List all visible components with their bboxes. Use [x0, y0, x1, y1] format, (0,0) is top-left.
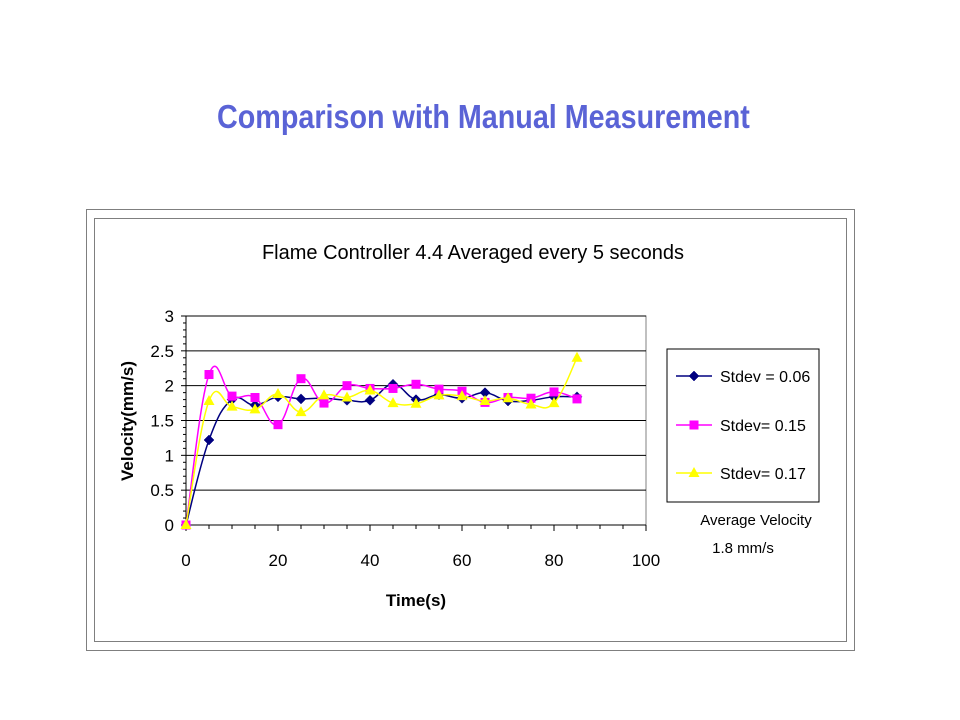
- data-point: [502, 392, 514, 403]
- legend-entry: Stdev = 0.06: [676, 369, 810, 386]
- y-tick-label: 0: [165, 516, 174, 535]
- y-tick-label: 1.5: [150, 412, 174, 431]
- legend: Stdev = 0.06 Stdev= 0.15 Stdev= 0.17: [666, 348, 820, 503]
- x-tick-label: 60: [453, 551, 472, 570]
- data-point: [525, 398, 537, 409]
- data-point: [203, 394, 215, 405]
- data-point: [410, 397, 422, 408]
- data-point: [341, 391, 353, 402]
- data-point: [296, 374, 306, 384]
- legend-entry: Stdev= 0.15: [676, 418, 806, 435]
- x-tick-label: 20: [269, 551, 288, 570]
- data-point: [387, 397, 399, 408]
- data-point: [479, 394, 491, 405]
- chart-inner-border: [94, 218, 847, 642]
- x-tick-labels: 0 20 40 60 80 100: [181, 551, 660, 570]
- data-point: [526, 393, 536, 403]
- axes: [181, 315, 647, 531]
- series-3: [180, 351, 583, 529]
- data-point: [364, 384, 376, 395]
- y-tick-label: 1: [165, 446, 174, 465]
- data-point: [319, 398, 329, 408]
- legend-label: Stdev= 0.17: [720, 466, 806, 483]
- x-tick-label: 80: [545, 551, 564, 570]
- data-point: [272, 388, 284, 399]
- data-point: [411, 379, 421, 389]
- data-point: [342, 381, 352, 391]
- data-point: [388, 383, 398, 393]
- legend-marker: [688, 467, 700, 477]
- data-point: [250, 393, 260, 403]
- data-point: [226, 400, 238, 411]
- legend-label: Stdev = 0.06: [720, 369, 810, 386]
- legend-marker: [688, 370, 700, 382]
- data-point: [433, 389, 445, 400]
- data-point: [249, 403, 261, 414]
- data-point: [364, 394, 376, 406]
- x-axis-label: Time(s): [386, 591, 446, 610]
- legend-marker: [689, 420, 699, 430]
- data-point: [434, 384, 444, 394]
- slide-title: Comparison with Manual Measurement: [217, 98, 750, 135]
- data-point: [273, 420, 283, 430]
- data-point: [318, 389, 330, 400]
- data-point: [456, 390, 468, 401]
- data-point: [548, 397, 560, 408]
- x-tick-label: 40: [361, 551, 380, 570]
- data-point: [571, 351, 583, 362]
- data-point: [204, 370, 214, 380]
- average-velocity-value: 1.8 mm/s: [712, 540, 774, 557]
- series-layer: [180, 351, 583, 531]
- data-point: [572, 394, 582, 404]
- chart-title: Flame Controller 4.4 Averaged every 5 se…: [262, 242, 684, 264]
- y-tick-label: 2: [165, 377, 174, 396]
- legend-entry: Stdev= 0.17: [676, 466, 806, 483]
- y-tick-label: 2.5: [150, 342, 174, 361]
- legend-items: Stdev = 0.06 Stdev= 0.15 Stdev= 0.17: [676, 369, 810, 483]
- data-point: [295, 406, 307, 417]
- x-tick-label: 0: [181, 551, 190, 570]
- x-tick-label: 100: [632, 551, 660, 570]
- data-point: [227, 391, 237, 401]
- y-tick-label: 0.5: [150, 481, 174, 500]
- y-tick-labels: 0 0.5 1 1.5 2 2.5 3: [150, 307, 174, 535]
- data-point: [203, 434, 215, 446]
- average-velocity-label: Average Velocity: [700, 512, 812, 529]
- data-point: [295, 393, 307, 405]
- y-axis-label: Velocity(mm/s): [118, 361, 137, 481]
- legend-label: Stdev= 0.15: [720, 418, 806, 435]
- data-point: [549, 387, 559, 397]
- y-tick-label: 3: [165, 307, 174, 326]
- data-point: [180, 519, 192, 529]
